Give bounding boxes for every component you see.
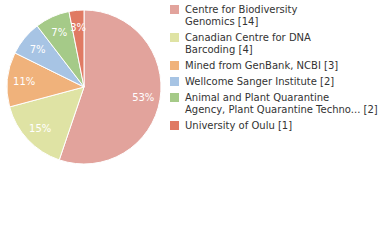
legend-swatch — [170, 121, 179, 130]
legend-label: University of Oulu [1] — [185, 120, 292, 131]
legend-line: Canadian Centre for DNA — [185, 32, 311, 43]
legend-swatch — [170, 5, 179, 14]
legend-swatch — [170, 77, 179, 86]
legend-swatch — [170, 33, 179, 42]
legend-line: Genomics [14] — [185, 16, 258, 27]
slices — [7, 10, 161, 164]
legend-line: Agency, Plant Quarantine Techno... [2] — [185, 104, 378, 115]
data-label: 3% — [70, 22, 86, 33]
legend-label: Mined from GenBank, NCBI [3] — [185, 60, 338, 71]
legend-line: Wellcome Sanger Institute [2] — [185, 76, 334, 87]
legend: Centre for BiodiversityGenomics [14] Cana… — [170, 4, 378, 131]
data-label: 15% — [29, 123, 51, 134]
data-label: 7% — [30, 44, 46, 55]
data-label: 11% — [13, 76, 35, 87]
legend-label: Wellcome Sanger Institute [2] — [185, 76, 334, 87]
legend-line: University of Oulu [1] — [185, 120, 292, 131]
legend-swatch — [170, 93, 179, 102]
legend-swatch — [170, 61, 179, 70]
legend-label: Centre for BiodiversityGenomics [14] — [185, 4, 298, 27]
legend-line: Centre for Biodiversity — [185, 4, 298, 15]
legend-line: Barcoding [4] — [185, 44, 253, 55]
legend-label: Animal and Plant QuarantineAgency, Plant… — [185, 92, 378, 115]
chart: 53%15%11%7%7%3%Centre for BiodiversityGe… — [0, 0, 380, 240]
data-label: 7% — [51, 27, 67, 38]
slice-labels: 53%15%11%7%7%3% — [13, 22, 154, 134]
legend-line: Animal and Plant Quarantine — [185, 92, 329, 103]
data-label: 53% — [132, 92, 154, 103]
legend-label: Canadian Centre for DNABarcoding [4] — [185, 32, 311, 55]
legend-line: Mined from GenBank, NCBI [3] — [185, 60, 338, 71]
